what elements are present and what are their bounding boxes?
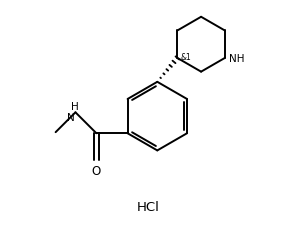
Text: NH: NH <box>229 54 244 64</box>
Text: HCl: HCl <box>137 200 159 213</box>
Text: O: O <box>92 164 101 177</box>
Text: &1: &1 <box>180 53 191 62</box>
Text: N: N <box>67 113 75 123</box>
Text: H: H <box>71 101 79 111</box>
